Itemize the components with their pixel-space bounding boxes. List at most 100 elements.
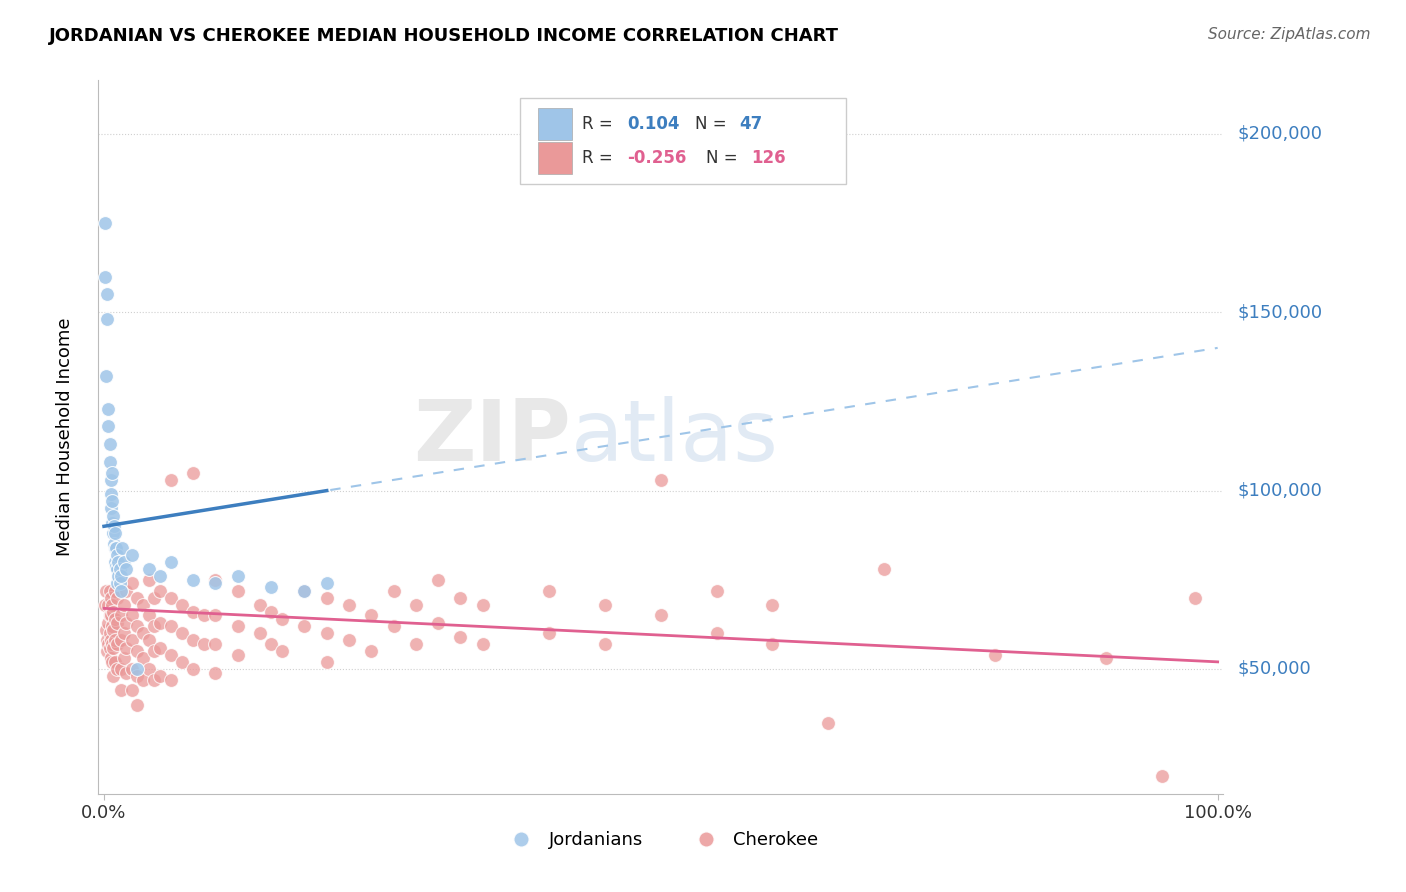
Point [315,655,337,669]
Point [204,576,226,591]
Point [110,608,132,623]
Point [138,633,160,648]
Point [96,583,118,598]
Point [96,287,118,301]
Point [100,473,122,487]
Point [204,573,226,587]
Point [138,573,160,587]
Point [104,541,127,555]
Point [149,569,172,583]
Point [115,665,138,680]
Point [105,662,128,676]
Point [159,473,181,487]
Point [101,655,124,669]
Point [226,648,249,662]
Point [132,673,155,687]
Point [294,583,316,598]
Point [138,662,160,676]
Point [104,583,127,598]
Text: 126: 126 [751,149,786,167]
Point [105,615,128,630]
Point [112,626,135,640]
Point [104,555,127,569]
Point [94,269,117,284]
Point [260,637,283,651]
Point [108,576,131,591]
Point [984,648,1007,662]
Text: N =: N = [706,149,742,167]
Point [110,683,132,698]
Point [121,683,143,698]
Point [127,591,149,605]
Point [121,548,143,562]
Point [127,669,149,683]
Point [427,615,450,630]
Point [315,591,337,605]
Point [449,591,471,605]
Point [94,598,117,612]
Point [538,583,561,598]
Point [149,669,172,683]
Point [100,633,122,648]
Point [593,637,616,651]
Point [181,573,204,587]
Point [115,583,138,598]
Point [103,519,125,533]
Point [110,583,132,598]
Point [127,644,149,658]
Point [159,648,181,662]
Point [1095,651,1118,665]
Text: R =: R = [582,115,619,133]
Point [1184,591,1206,605]
Point [249,626,271,640]
Point [405,598,427,612]
Y-axis label: Median Household Income: Median Household Income [56,318,75,557]
Point [706,583,728,598]
Point [271,612,294,626]
Point [107,569,129,583]
Point [101,598,124,612]
Point [294,583,316,598]
Point [204,637,226,651]
Text: -0.256: -0.256 [627,149,686,167]
Point [98,437,121,451]
Point [110,633,132,648]
Point [100,651,122,665]
Point [105,558,128,573]
Point [132,598,155,612]
Point [226,583,249,598]
Point [104,633,127,648]
Point [226,619,249,633]
Text: 47: 47 [740,115,763,133]
Point [121,576,143,591]
Point [105,562,128,576]
Point [337,633,360,648]
Point [121,633,143,648]
Point [111,541,134,555]
Point [105,541,128,555]
Point [650,608,672,623]
Point [121,608,143,623]
Text: atlas: atlas [571,395,779,479]
Point [112,651,135,665]
Text: N =: N = [695,115,731,133]
Point [101,637,124,651]
Point [97,637,120,651]
Point [382,583,405,598]
FancyBboxPatch shape [538,143,572,174]
Point [127,698,149,712]
FancyBboxPatch shape [538,108,572,139]
Point [104,612,127,626]
Point [100,501,122,516]
Point [337,598,360,612]
Point [193,637,215,651]
Point [103,537,125,551]
Point [260,605,283,619]
Point [360,608,382,623]
Text: JORDANIAN VS CHEROKEE MEDIAN HOUSEHOLD INCOME CORRELATION CHART: JORDANIAN VS CHEROKEE MEDIAN HOUSEHOLD I… [49,27,839,45]
Point [101,516,124,530]
Point [143,673,166,687]
Point [97,419,120,434]
Point [98,455,121,469]
Point [226,569,249,583]
